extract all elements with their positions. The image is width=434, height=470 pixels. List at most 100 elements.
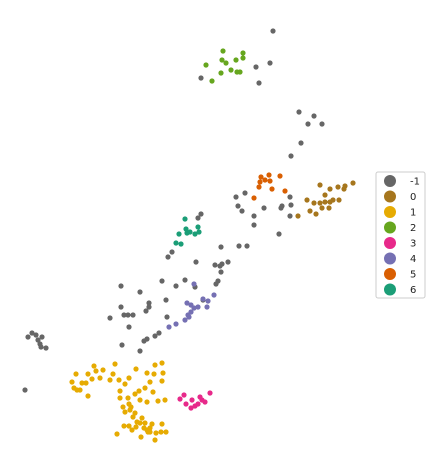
point--1-59	[198, 211, 204, 217]
legend-label-0: 0	[410, 192, 416, 203]
point--1-3	[33, 332, 39, 338]
point-2-2	[218, 70, 224, 76]
point-6-6	[196, 229, 202, 235]
point-4-11	[211, 292, 217, 298]
legend-marker-2	[384, 221, 396, 234]
point-1-52	[100, 367, 106, 373]
point-1-65	[122, 381, 128, 387]
point-3-2	[188, 405, 194, 411]
point--1-47	[251, 222, 257, 228]
point-1-44	[159, 360, 165, 366]
point--1-68	[253, 64, 259, 70]
legend-marker-5	[384, 268, 396, 280]
point--1-10	[137, 348, 143, 354]
point--1-65	[319, 121, 325, 127]
point--1-62	[298, 140, 304, 146]
point-1-4	[133, 424, 139, 430]
point-1-37	[142, 385, 148, 391]
point-1-47	[116, 377, 122, 383]
legend-label-6: 6	[410, 285, 416, 296]
point--1-67	[256, 80, 262, 86]
point--1-51	[287, 213, 293, 219]
point--1-66	[296, 109, 302, 115]
point-0-9	[311, 200, 317, 206]
point--1-18	[130, 312, 136, 318]
point-6-5	[192, 231, 198, 237]
point--1-64	[311, 113, 317, 119]
point-0-18	[317, 182, 323, 188]
point-3-6	[202, 399, 208, 405]
point-1-48	[107, 377, 113, 383]
point-1-11	[152, 437, 158, 443]
point--1-31	[163, 297, 169, 303]
point-4-8	[184, 300, 190, 306]
point-1-36	[136, 388, 142, 394]
legend-label--1: -1	[410, 177, 420, 188]
legend-marker-3	[384, 237, 396, 249]
point--1-57	[233, 194, 239, 200]
point-3-10	[189, 397, 195, 403]
point-2-5	[228, 67, 234, 73]
point-0-1	[307, 208, 313, 214]
point-6-8	[184, 230, 190, 236]
point-4-6	[195, 304, 201, 310]
point-1-34	[155, 398, 161, 404]
point-3-0	[177, 396, 183, 402]
point-1-16	[149, 421, 155, 427]
point-5-0	[251, 195, 257, 201]
point-1-49	[97, 375, 103, 381]
point-1-32	[144, 399, 150, 405]
point-5-7	[266, 172, 272, 178]
point-6-9	[182, 216, 188, 222]
point--1-55	[278, 205, 284, 211]
point--1-20	[143, 308, 149, 314]
point-2-7	[237, 69, 243, 75]
point-2-1	[203, 62, 209, 68]
point--1-13	[152, 333, 158, 339]
point-3-4	[195, 401, 201, 407]
point--1-70	[270, 28, 276, 34]
point-4-9	[200, 296, 206, 302]
legend-label-3: 3	[410, 239, 416, 250]
point--1-45	[244, 243, 250, 249]
point-1-54	[83, 380, 89, 386]
point--1-39	[219, 261, 225, 267]
point-5-4	[269, 186, 275, 192]
point-6-7	[195, 224, 201, 230]
series-1	[69, 360, 169, 443]
point--1-14	[156, 330, 162, 336]
point-1-27	[126, 401, 132, 407]
point--1-27	[159, 278, 165, 284]
point-1-21	[130, 414, 136, 420]
point--1-46	[276, 231, 282, 237]
point-1-38	[147, 379, 153, 385]
point--1-23	[164, 314, 170, 320]
point--1-48	[251, 213, 257, 219]
point-1-13	[158, 429, 164, 435]
point-0-13	[327, 186, 333, 192]
point-1-20	[147, 425, 153, 431]
point-0-11	[336, 197, 342, 203]
point--1-15	[107, 315, 113, 321]
point--1-17	[125, 312, 131, 318]
point-1-9	[138, 434, 144, 440]
series-5	[251, 172, 288, 201]
series-6	[173, 216, 202, 247]
point--1-43	[169, 249, 175, 255]
point-1-42	[144, 370, 150, 376]
point-0-4	[326, 205, 332, 211]
point-1-19	[142, 420, 148, 426]
point-5-3	[267, 178, 273, 184]
legend-label-5: 5	[410, 270, 416, 281]
point-5-6	[258, 174, 264, 180]
point-0-0	[295, 213, 301, 219]
point-1-64	[112, 361, 118, 367]
point--1-9	[119, 342, 125, 348]
point-1-15	[159, 421, 165, 427]
point-0-5	[322, 199, 328, 205]
point-4-1	[173, 321, 179, 327]
point--1-32	[193, 259, 199, 265]
point-6-1	[178, 241, 184, 247]
point-1-3	[129, 427, 135, 433]
point-3-9	[181, 392, 187, 398]
